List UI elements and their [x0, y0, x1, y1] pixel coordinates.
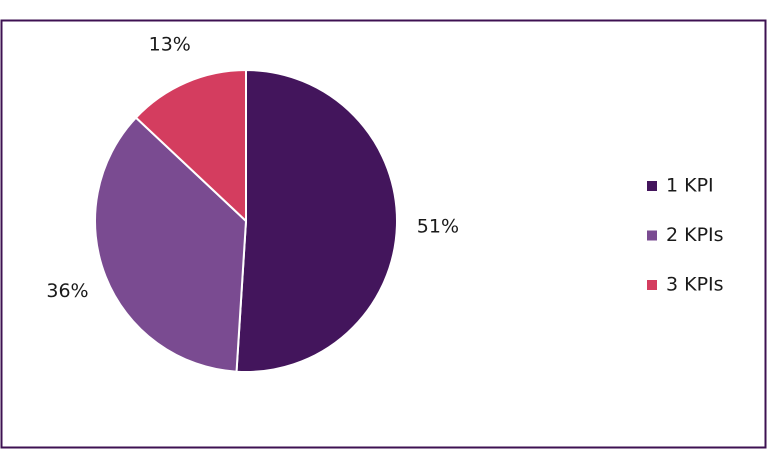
legend-label: 2 KPIs — [666, 224, 724, 246]
legend-label: 3 KPIs — [666, 274, 724, 296]
legend-swatch — [647, 280, 657, 290]
legend-swatch — [647, 181, 657, 191]
pie-slice — [235, 68, 398, 373]
data-label: 36% — [46, 280, 88, 302]
legend-swatch — [647, 230, 657, 241]
data-label: 13% — [149, 33, 191, 55]
pie-slice — [94, 116, 248, 373]
pie-slice — [134, 68, 247, 224]
data-label: 51% — [417, 216, 459, 238]
legend-label: 1 KPI — [666, 175, 714, 197]
